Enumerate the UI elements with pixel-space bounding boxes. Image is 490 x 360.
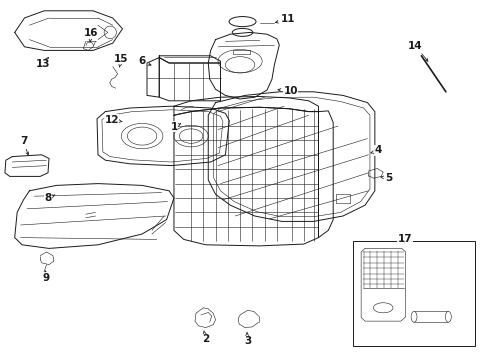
Text: 16: 16 bbox=[83, 28, 98, 42]
Text: 9: 9 bbox=[42, 271, 49, 283]
Polygon shape bbox=[5, 155, 49, 176]
Text: 5: 5 bbox=[381, 173, 392, 183]
Text: 13: 13 bbox=[36, 58, 50, 69]
Text: 10: 10 bbox=[278, 86, 298, 96]
Text: 11: 11 bbox=[275, 14, 295, 24]
Text: 15: 15 bbox=[114, 54, 129, 67]
Polygon shape bbox=[159, 56, 220, 63]
Polygon shape bbox=[208, 92, 375, 221]
Text: 7: 7 bbox=[20, 136, 28, 155]
Polygon shape bbox=[208, 32, 279, 99]
Polygon shape bbox=[97, 106, 229, 166]
Text: 12: 12 bbox=[104, 115, 122, 125]
Polygon shape bbox=[174, 96, 318, 115]
Text: 8: 8 bbox=[45, 193, 55, 203]
Text: 2: 2 bbox=[202, 331, 209, 344]
Ellipse shape bbox=[411, 311, 417, 322]
Polygon shape bbox=[174, 107, 318, 246]
Polygon shape bbox=[147, 58, 159, 97]
Bar bbox=[353, 241, 475, 346]
Text: 4: 4 bbox=[371, 145, 382, 156]
Text: 3: 3 bbox=[244, 333, 251, 346]
Text: 14: 14 bbox=[408, 41, 428, 61]
Polygon shape bbox=[361, 248, 406, 321]
Polygon shape bbox=[318, 111, 333, 238]
Text: 17: 17 bbox=[397, 234, 412, 244]
Ellipse shape bbox=[445, 311, 451, 322]
Text: 1: 1 bbox=[171, 122, 181, 132]
Polygon shape bbox=[15, 184, 174, 248]
Polygon shape bbox=[15, 11, 122, 50]
Text: 6: 6 bbox=[139, 56, 151, 66]
Polygon shape bbox=[159, 58, 220, 101]
